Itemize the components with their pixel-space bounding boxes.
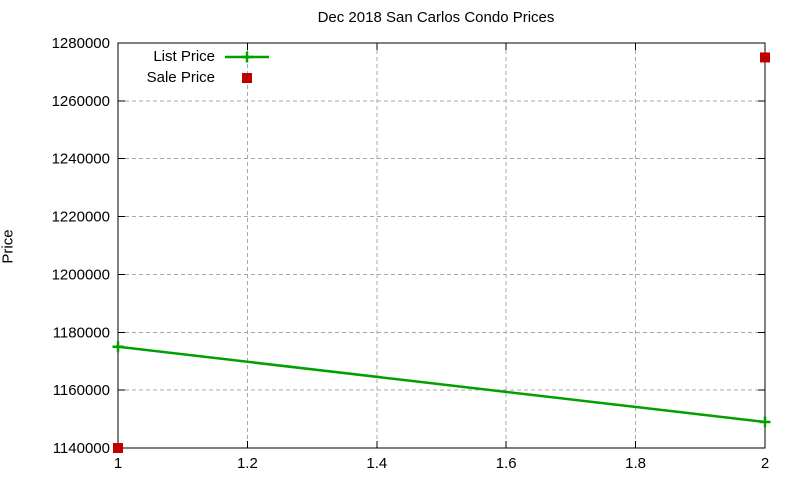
chart-title: Dec 2018 San Carlos Condo Prices: [317, 9, 555, 26]
legend: List Price Sale Price: [65, 46, 270, 88]
x-tick-label: 1: [114, 455, 122, 472]
series-sale-price: [113, 52, 770, 453]
legend-label-sale-price: Sale Price: [146, 69, 215, 86]
legend-sample-square-icon: [224, 70, 270, 86]
series-list-price: [112, 341, 771, 428]
y-tick-label: 1200000: [52, 266, 110, 283]
x-tick-label: 1.6: [496, 455, 517, 472]
legend-entry-sale-price: Sale Price: [65, 67, 270, 88]
legend-sample-svg: [225, 51, 269, 62]
y-tick-label: 1220000: [52, 209, 110, 226]
square-marker: [113, 443, 123, 453]
square-marker: [760, 52, 770, 63]
legend-entry-list-price: List Price: [65, 46, 270, 67]
x-tick-label: 1.2: [237, 455, 258, 472]
y-tick-label: 1140000: [53, 440, 110, 457]
plot-border: [117, 42, 766, 449]
x-tick-label: 1.4: [366, 455, 387, 472]
plus-marker: [112, 341, 124, 353]
series-line: [117, 345, 766, 424]
y-tick-label: 1280000: [52, 35, 110, 52]
y-axis-label: Price: [0, 229, 17, 264]
x-tick-label: 1.8: [625, 455, 646, 472]
legend-sample-line-plus-icon: [224, 49, 270, 65]
y-tick-label: 1160000: [53, 382, 110, 399]
y-tick-label: 1180000: [53, 324, 110, 341]
legend-label-list-price: List Price: [153, 48, 215, 65]
y-tick-label: 1240000: [52, 151, 110, 168]
y-tick-label: 1260000: [52, 93, 110, 110]
legend-sample-svg: [242, 72, 252, 83]
x-tick-label: 2: [761, 455, 769, 472]
plus-marker: [759, 416, 771, 428]
